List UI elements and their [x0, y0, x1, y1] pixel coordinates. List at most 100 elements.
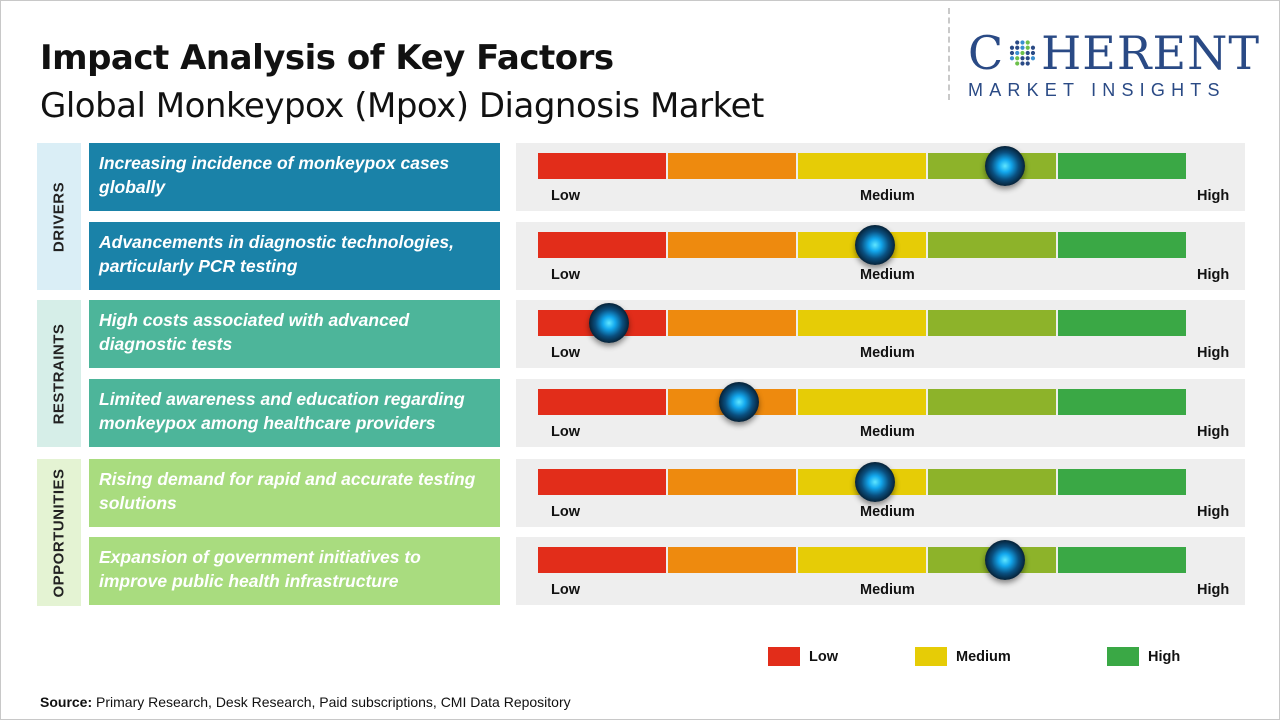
gauge-segment [928, 469, 1056, 495]
gauge-label-low: Low [551, 345, 580, 361]
gauge-label-medium: Medium [860, 424, 915, 440]
logo-dot [1025, 40, 1031, 45]
gauge-segment [798, 310, 926, 336]
logo-dot [1010, 50, 1015, 56]
impact-gauge: Low Medium High [516, 379, 1245, 447]
logo-tagline: MARKET INSIGHTS [968, 80, 1226, 100]
legend-label: High [1148, 648, 1181, 665]
category-opportunities: OPPORTUNITIES [37, 459, 81, 606]
impact-gauge: Low Medium High [516, 222, 1245, 290]
source-text: Primary Research, Desk Research, Paid su… [92, 694, 571, 710]
logo-dot [1025, 61, 1031, 66]
gauge-segment [1058, 389, 1186, 415]
gauge-segment [1058, 153, 1186, 179]
legend-label: Medium [956, 648, 1011, 665]
logo-word-end: HERENT [1041, 26, 1260, 80]
logo-dot [1010, 45, 1015, 50]
gauge-segment [538, 547, 666, 573]
factor-box: Limited awareness and education regardin… [89, 379, 500, 447]
logo-dot [1031, 45, 1036, 50]
gauge-segment [538, 232, 666, 258]
gauge-segment [668, 310, 796, 336]
impact-indicator-knob [589, 303, 630, 343]
category-label: DRIVERS [50, 181, 68, 252]
gauge-segment [538, 469, 666, 495]
factor-box: High costs associated with advanced diag… [89, 300, 500, 368]
legend-item-high: High [1107, 647, 1180, 666]
company-logo: C HERENT MARKET INSIGHTS [968, 30, 1260, 101]
logo-dot [1020, 56, 1025, 61]
logo-dot [1010, 56, 1015, 61]
gauge-bar [538, 153, 1186, 179]
logo-divider [948, 8, 950, 100]
source-key: Source: [40, 694, 93, 710]
logo-dot [1020, 61, 1025, 66]
legend-item-low: Low [768, 647, 838, 666]
gauge-segment [798, 389, 926, 415]
gauge-segment [928, 310, 1056, 336]
legend-swatch [768, 647, 800, 666]
logo-dot [1025, 50, 1031, 56]
gauge-segment [668, 232, 796, 258]
logo-wordmark: C HERENT [968, 30, 1260, 76]
gauge-bar [538, 310, 1186, 336]
gauge-bar [538, 547, 1186, 573]
gauge-bar [538, 469, 1186, 495]
impact-indicator-knob [854, 462, 895, 502]
logo-dot [1015, 45, 1020, 50]
gauge-label-high: High [1197, 345, 1230, 361]
source-note: Source: Primary Research, Desk Research,… [40, 694, 571, 710]
gauge-segment [1058, 547, 1186, 573]
impact-indicator-knob [984, 540, 1025, 580]
gauge-label-high: High [1197, 504, 1230, 520]
logo-globe-icon [1010, 40, 1036, 66]
gauge-label-low: Low [551, 267, 580, 283]
gauge-segment [538, 389, 666, 415]
gauge-label-medium: Medium [860, 188, 915, 204]
gauge-segment [1058, 232, 1186, 258]
gauge-segment [1058, 310, 1186, 336]
logo-word-start: C [968, 26, 1005, 80]
category-label: OPPORTUNITIES [50, 467, 68, 598]
logo-dot [1025, 56, 1031, 61]
gauge-label-high: High [1197, 424, 1230, 440]
logo-dot [1031, 56, 1036, 61]
gauge-segment [1058, 469, 1186, 495]
factor-box: Advancements in diagnostic technologies,… [89, 222, 500, 290]
gauge-label-low: Low [551, 504, 580, 520]
gauge-segment [928, 232, 1056, 258]
impact-gauge: Low Medium High [516, 459, 1245, 527]
impact-indicator-knob [854, 225, 895, 265]
legend-swatch [915, 647, 947, 666]
factor-box: Expansion of government initiatives to i… [89, 537, 500, 605]
logo-dot [1015, 40, 1020, 45]
logo-dot [1025, 45, 1031, 50]
factor-box: Increasing incidence of monkeypox cases … [89, 143, 500, 211]
legend-label: Low [809, 648, 838, 665]
gauge-segment [798, 153, 926, 179]
logo-dot [1020, 40, 1025, 45]
gauge-segment [798, 547, 926, 573]
gauge-segment [928, 389, 1056, 415]
gauge-label-high: High [1197, 267, 1230, 283]
gauge-label-medium: Medium [860, 345, 915, 361]
gauge-segment [668, 153, 796, 179]
impact-indicator-knob [984, 146, 1025, 186]
logo-dot [1015, 50, 1020, 56]
legend-item-medium: Medium [915, 647, 1011, 666]
gauge-segment [538, 153, 666, 179]
gauge-label-medium: Medium [860, 582, 915, 598]
logo-dot [1015, 61, 1020, 66]
logo-dot [1015, 56, 1020, 61]
page-subtitle: Global Monkeypox (Mpox) Diagnosis Market [40, 86, 764, 126]
gauge-bar [538, 232, 1186, 258]
impact-gauge: Low Medium High [516, 537, 1245, 605]
gauge-label-high: High [1197, 582, 1230, 598]
logo-dot [1020, 50, 1025, 56]
logo-dot [1031, 50, 1036, 56]
category-drivers: DRIVERS [37, 143, 81, 290]
gauge-label-medium: Medium [860, 504, 915, 520]
factor-box: Rising demand for rapid and accurate tes… [89, 459, 500, 527]
gauge-label-low: Low [551, 582, 580, 598]
logo-dot [1020, 45, 1025, 50]
